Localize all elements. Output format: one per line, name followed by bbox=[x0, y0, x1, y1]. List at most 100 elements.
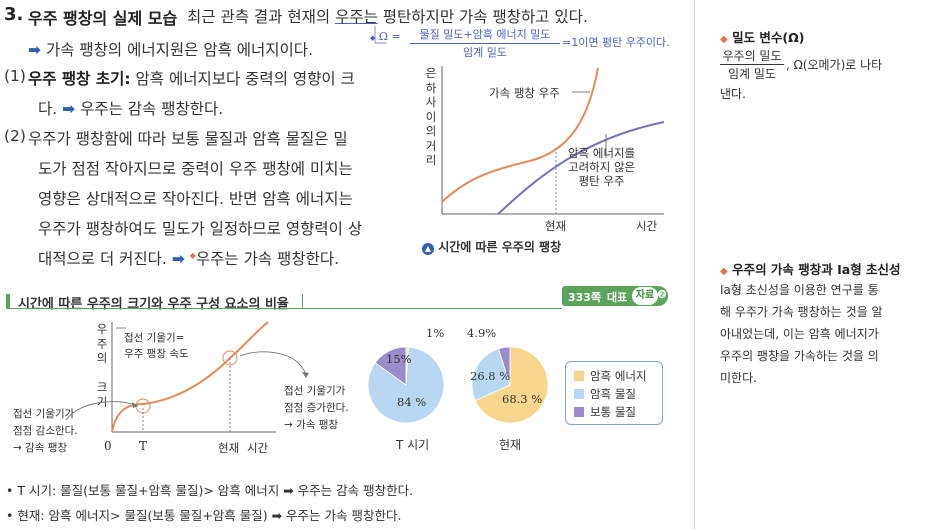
pie1-title: T 시기 bbox=[396, 438, 430, 452]
subsection-end-marker bbox=[302, 294, 303, 308]
now-tangent-circle bbox=[222, 350, 238, 366]
legend-dark-energy: 암흑 에너지 bbox=[574, 368, 647, 384]
section-number: 3. bbox=[4, 4, 24, 25]
legend-swatch bbox=[574, 389, 584, 399]
badge-number-icon: ❷ bbox=[657, 288, 667, 301]
item2-number: (2) bbox=[4, 127, 26, 145]
pie1-label-dark-matter: 84 % bbox=[397, 395, 427, 409]
note1-text-2: 낸다. bbox=[720, 87, 746, 101]
arrow-right-icon: ➡ bbox=[28, 41, 41, 59]
ylabel-char: 은 bbox=[425, 66, 437, 80]
note2-line: 우주의 팽창을 가속하는 것을 의 bbox=[720, 349, 879, 363]
legend-dark-matter: 암흑 물질 bbox=[574, 386, 636, 402]
note2-line: 해 우주가 가속 팽창하는 것을 알 bbox=[720, 305, 883, 319]
note2-title-text: 우주의 가속 팽창과 Ia형 초신성 bbox=[732, 262, 901, 277]
energy-source-text: 가속 팽창의 에너지원은 암흑 에너지이다. bbox=[45, 41, 313, 59]
section-title: 우주 팽창의 실제 모습 bbox=[28, 9, 178, 28]
ylabel-char: 크 bbox=[96, 380, 108, 394]
note1-title-text: 밀도 변수(Ω) bbox=[732, 30, 805, 45]
sidebar-divider bbox=[694, 0, 695, 529]
section-intro: 최근 관측 결과 현재의 우주는 평탄하지만 가속 팽창하고 있다. bbox=[187, 5, 588, 27]
accel-arrow bbox=[239, 351, 309, 379]
ylabel-char: 기 bbox=[96, 394, 108, 409]
badge-page: 333쪽 bbox=[568, 291, 602, 304]
pie2-label-dark-matter: 26.8 % bbox=[470, 369, 511, 383]
item1-text: 암흑 에너지보다 중력의 영향이 크 bbox=[135, 70, 355, 88]
intro-text-c: 평탄하지만 가속 팽창하고 있다. bbox=[382, 8, 588, 26]
ylabel-char: 이 bbox=[425, 109, 437, 124]
summary-text-2: 현재: 암흑 에너지> 물질(보통 물질+암흑 물질) ➡ 우주는 가속 팽창한… bbox=[17, 508, 402, 523]
up-circle-icon: ▲ bbox=[422, 243, 434, 255]
decel-note-line: 접선 기울기가 bbox=[13, 408, 75, 420]
note1-numerator: 우주의 밀도 bbox=[720, 47, 784, 65]
pie2-label-dark-energy: 68.3 % bbox=[502, 392, 543, 406]
pie-T-period bbox=[368, 346, 445, 424]
accelerating-universe-curve bbox=[441, 67, 599, 203]
tangent-top-note: 접선 기울기= 우주 팽창 속도 bbox=[124, 330, 189, 362]
pie-legend: 암흑 에너지 암흑 물질 보통 물질 bbox=[565, 361, 663, 425]
item2-line1: 우주가 팽창함에 따라 보통 물질과 암흑 물질은 밀 bbox=[28, 130, 348, 148]
summary-line-2: • 현재: 암흑 에너지> 물질(보통 물질+암흑 물질) ➡ 우주는 가속 팽… bbox=[6, 505, 401, 524]
graph2-x-now: 현재 bbox=[218, 441, 240, 455]
pie-slice bbox=[374, 346, 407, 386]
intro-text-underlined: 우주는 bbox=[335, 8, 378, 26]
flat-label-line: 평탄 우주 bbox=[578, 174, 625, 188]
item1-number: (1) bbox=[4, 67, 26, 85]
universe-size-curve bbox=[111, 321, 269, 433]
pie1-label-normal: 15% bbox=[386, 352, 412, 366]
ylabel-char: 하 bbox=[425, 80, 437, 95]
graph1-x-now: 현재 bbox=[545, 219, 567, 233]
accel-curve-label: 가속 팽창 우주 bbox=[489, 86, 560, 100]
pie2-title: 현재 bbox=[499, 438, 522, 452]
flat-curve-label: 암흑 에너지를 고려하지 않은 평탄 우주 bbox=[568, 146, 635, 188]
summary-line-1: • T 시기: 물질(보통 물질+암흑 물질)> 암흑 에너지 ➡ 우주는 감속… bbox=[6, 480, 413, 499]
note2-line: 미한다. bbox=[720, 371, 757, 385]
omega-rhs: =1이면 평탄 우주이다. bbox=[562, 36, 670, 49]
note1-denominator: 임계 밀도 bbox=[728, 67, 776, 81]
legend-label: 암흑 물질 bbox=[590, 387, 636, 401]
decel-note-line: 점점 감소한다. bbox=[13, 425, 78, 437]
item2-line5: 대적으로 더 커진다. ➡ ◆우주는 가속 팽창한다. bbox=[38, 247, 339, 269]
legend-normal-matter: 보통 물질 bbox=[574, 404, 636, 420]
badge-ref: 자료 bbox=[632, 287, 658, 305]
pie-now bbox=[471, 346, 549, 424]
item1-text-2a: 다. bbox=[38, 100, 58, 118]
ylabel-char: 거 bbox=[425, 138, 437, 153]
arrow-right-icon: ➡ bbox=[62, 100, 76, 118]
note1-text: , Ω(오메가)로 나타 bbox=[786, 58, 883, 72]
badge-label: 대표 bbox=[607, 291, 628, 304]
subsection-title: 시간에 따른 우주의 크기와 우주 구성 요소의 비율 bbox=[18, 297, 289, 312]
tangent-note-line: 접선 기울기= bbox=[124, 332, 185, 344]
decel-note: 접선 기울기가 점점 감소한다. → 감속 팽창 bbox=[13, 406, 78, 457]
graph1-ylabel: 은 하 사 이 의 거 리 bbox=[424, 66, 438, 168]
flat-universe-curve bbox=[497, 121, 665, 215]
ylabel-char: 의 bbox=[96, 351, 108, 365]
item2-text-5b: 우주는 가속 팽창한다. bbox=[195, 250, 340, 268]
accel-note-line: 점점 증가한다. bbox=[284, 402, 349, 414]
ylabel-char: 사 bbox=[425, 95, 437, 109]
omega-denominator: 임계 밀도 bbox=[463, 46, 507, 59]
bullet: • bbox=[6, 508, 14, 523]
graph2-plot bbox=[111, 321, 276, 433]
bullet: • bbox=[6, 483, 14, 498]
flat-label-line: 고려하지 않은 bbox=[568, 160, 636, 174]
decel-note-line: → 감속 팽창 bbox=[13, 442, 68, 454]
pie2-label-normal: 4.9% bbox=[467, 326, 497, 340]
item2-line3: 영향은 상대적으로 작아진다. 반면 암흑 에너지는 bbox=[38, 190, 353, 208]
legend-label: 암흑 에너지 bbox=[590, 369, 647, 383]
graph1-x-time: 시간 bbox=[636, 219, 658, 233]
reference-badge[interactable]: 333쪽 대표 자료 ❷ bbox=[562, 286, 668, 306]
note2-line: 아내었는데, 이는 암흑 에너지가 bbox=[720, 327, 879, 341]
item1-heading: 우주 팽창 초기: bbox=[28, 70, 131, 88]
pie-slice bbox=[474, 346, 549, 424]
ylabel-gap bbox=[95, 366, 109, 381]
accel-note: 접선 기울기가 점점 증가한다. → 가속 팽창 bbox=[284, 383, 349, 434]
flat-label-line: 암흑 에너지를 bbox=[568, 146, 636, 160]
omega-numerator: 물질 밀도+암흑 에너지 밀도 bbox=[410, 26, 560, 44]
ylabel-char: 우 bbox=[96, 322, 108, 336]
graph1-plot bbox=[441, 66, 665, 215]
pie1-label-dark-energy: 1% bbox=[426, 326, 445, 340]
ylabel-char: 의 bbox=[425, 124, 437, 138]
composition-pies bbox=[368, 346, 549, 424]
decel-arrow bbox=[65, 401, 139, 421]
